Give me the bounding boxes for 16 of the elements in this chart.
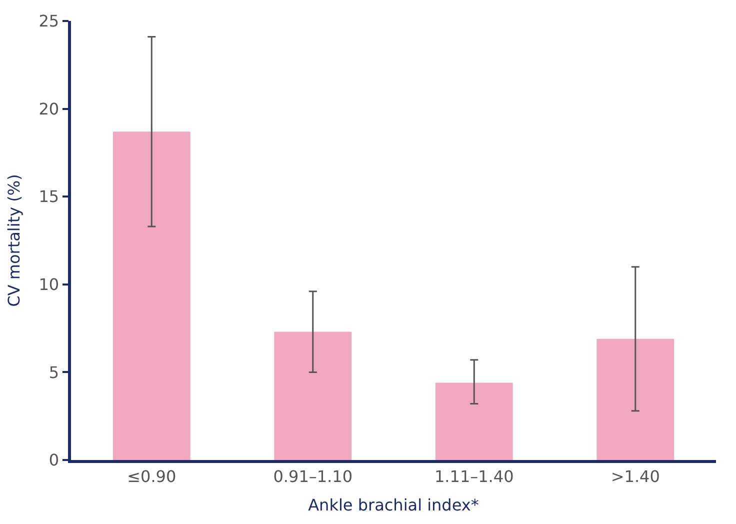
y-tick-label: 25 bbox=[38, 12, 60, 31]
y-tick-label: 20 bbox=[38, 99, 60, 118]
y-tick-label: 15 bbox=[38, 187, 60, 206]
bar bbox=[112, 132, 190, 460]
bar bbox=[596, 338, 674, 460]
bar bbox=[435, 382, 513, 460]
y-axis-title: CV mortality (%) bbox=[4, 174, 24, 307]
y-tick-label: 5 bbox=[48, 362, 60, 382]
x-tick-label: ≤0.90 bbox=[127, 466, 176, 486]
bar bbox=[274, 332, 352, 460]
x-axis-title: Ankle brachial index* bbox=[308, 496, 479, 515]
x-tick-label: 1.11–1.40 bbox=[434, 466, 514, 486]
y-tick-label: 0 bbox=[48, 450, 60, 470]
x-tick-label: >1.40 bbox=[610, 466, 660, 486]
x-tick-label: 0.91–1.10 bbox=[273, 466, 353, 486]
y-tick-label: 10 bbox=[38, 275, 60, 294]
